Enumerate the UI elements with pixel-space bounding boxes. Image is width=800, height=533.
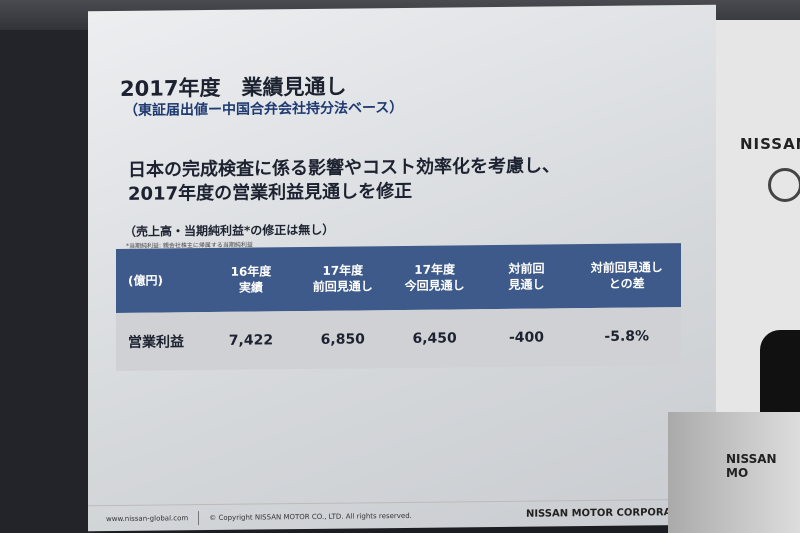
header-fy17-prev: 17年度 前回見通し xyxy=(297,262,389,295)
cell-vs-prev: -400 xyxy=(508,329,544,346)
header-line: 今回見通し xyxy=(404,278,465,293)
lead-line: 日本の完成検査に係る影響やコスト効率化を考慮し、 xyxy=(128,155,560,181)
note: （売上高・当期純利益*の修正は無し） xyxy=(124,222,335,239)
header-line: との差 xyxy=(608,276,645,291)
divider xyxy=(198,510,200,525)
table-header: (億円) 16年度 実績 17年度 前回見通し 17年度 今回見通し 対前回 見通し 対… xyxy=(116,243,681,313)
header-unit: (億円) xyxy=(128,273,163,288)
podium xyxy=(668,412,800,533)
footer-copyright: © Copyright NISSAN MOTOR CO., LTD. All r… xyxy=(209,511,412,522)
header-fy16: 16年度 実績 xyxy=(205,263,297,296)
lead-text: 日本の完成検査に係る影響やコスト効率化を考慮し、 2017年度の営業利益見通しを… xyxy=(128,154,560,207)
podium-brand: NISSAN MO xyxy=(726,452,777,480)
table-row: 営業利益 7,422 6,850 6,450 -400 -5.8% xyxy=(116,307,681,371)
cell-fy16: 7,422 xyxy=(228,332,274,349)
row-label: 営業利益 xyxy=(128,334,184,351)
cell-fy17-current: 6,450 xyxy=(412,330,457,347)
footer-url: www.nissan-global.com xyxy=(106,513,189,523)
cell-vs-prev-diff: -5.8% xyxy=(604,328,650,345)
header-vs-prev: 対前回 見通し xyxy=(481,260,573,293)
slide-footer: www.nissan-global.com © Copyright NISSAN… xyxy=(88,498,716,532)
presentation-slide: 2017年度 業績見通し （東証届出値ー中国合弁会社持分法ベース） 日本の完成検… xyxy=(88,4,716,532)
nissan-logo-icon xyxy=(768,168,800,202)
header-vs-prev-diff: 対前回見通し との差 xyxy=(572,259,681,292)
slide-subtitle: （東証届出値ー中国合弁会社持分法ベース） xyxy=(124,99,404,119)
left-wall xyxy=(0,30,95,533)
header-line: 見通し xyxy=(508,277,545,292)
header-line: 実績 xyxy=(238,280,263,295)
header-line: 対前回 xyxy=(508,261,545,276)
header-line: 17年度 xyxy=(322,263,364,278)
lead-line: 2017年度の営業利益見通しを修正 xyxy=(128,180,413,205)
header-line: 前回見通し xyxy=(312,279,373,294)
speaker xyxy=(760,330,800,415)
cell-fy17-prev: 6,850 xyxy=(320,331,365,348)
header-line: 17年度 xyxy=(414,262,455,277)
header-fy17-current: 17年度 今回見通し xyxy=(389,261,481,294)
header-line: 16年度 xyxy=(230,264,272,279)
backdrop-brand: NISSAN xyxy=(740,135,800,153)
header-line: 対前回見通し xyxy=(590,260,663,276)
